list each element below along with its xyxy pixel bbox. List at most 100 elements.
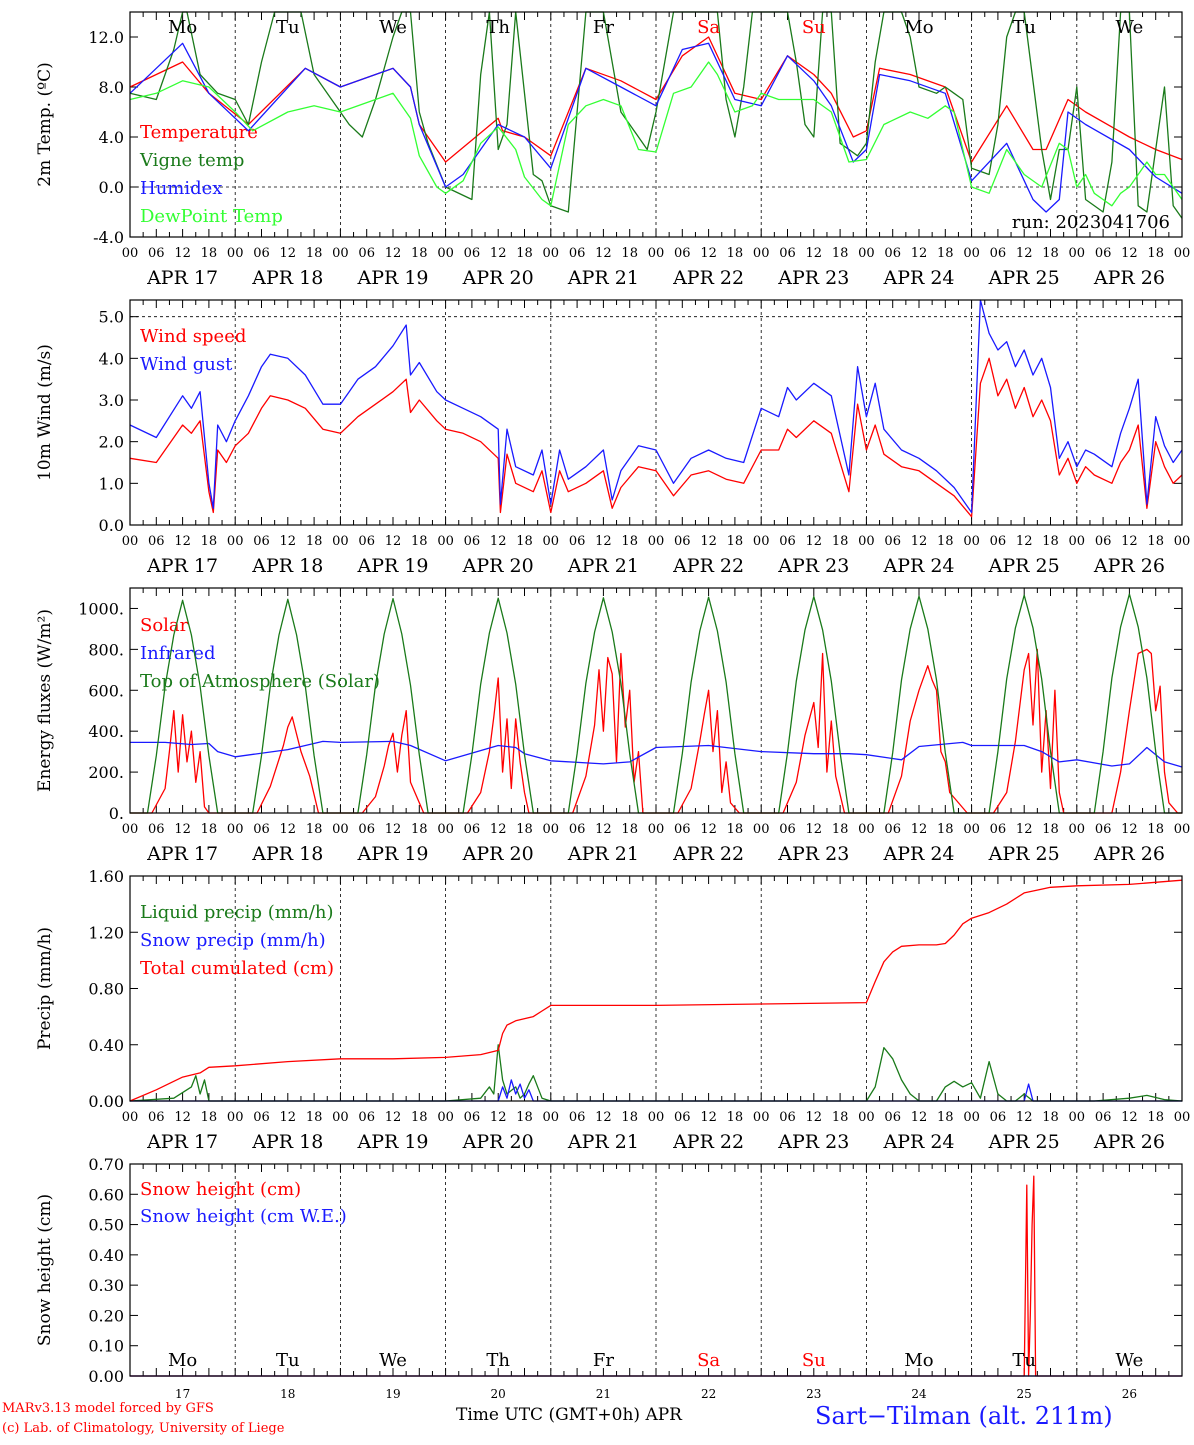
hour-tick-label: 00: [1069, 246, 1086, 261]
hour-tick-label: 06: [884, 534, 901, 549]
weekday-label-bottom: Th: [486, 1350, 510, 1371]
station-label: Sart−Tilman (alt. 211m): [815, 1402, 1113, 1430]
hour-tick-label: 18: [1147, 534, 1164, 549]
hour-tick-label: 06: [779, 822, 796, 837]
legend-entry: Wind speed: [140, 326, 246, 347]
hour-tick-label: 18: [621, 246, 638, 261]
hour-tick-label: 00: [963, 822, 980, 837]
hour-tick-label: 12: [806, 822, 823, 837]
hour-tick-label: 12: [174, 822, 191, 837]
day-label: APR 19: [356, 267, 428, 289]
hour-tick-label: 18: [1042, 822, 1059, 837]
day-label: APR 17: [146, 843, 218, 865]
hour-tick-label: 00: [1069, 534, 1086, 549]
day-number-label: 26: [1122, 1387, 1137, 1401]
hour-tick-label: 00: [1174, 246, 1191, 261]
legend-entry: Humidex: [140, 178, 222, 199]
y-tick-label: 2.0: [99, 433, 124, 452]
hour-tick-label: 18: [201, 1110, 218, 1125]
hour-tick-label: 18: [1042, 1110, 1059, 1125]
hour-tick-label: 18: [832, 1110, 849, 1125]
y-tick-label: 200.: [88, 763, 124, 782]
hour-tick-label: 06: [884, 822, 901, 837]
hour-tick-label: 18: [516, 822, 533, 837]
y-tick-label: 3.0: [99, 391, 124, 410]
day-label: APR 24: [882, 555, 954, 577]
hour-tick-label: 12: [174, 246, 191, 261]
hour-tick-label: 12: [911, 1110, 928, 1125]
day-label: APR 23: [777, 843, 849, 865]
hour-tick-label: 00: [332, 246, 349, 261]
weekday-label-bottom: Su: [802, 1350, 826, 1371]
model-credit: MARv3.13 model forced by GFS: [2, 1401, 214, 1416]
hour-tick-label: 12: [1121, 822, 1138, 837]
hour-tick-label: 06: [569, 822, 586, 837]
day-label: APR 25: [988, 555, 1060, 577]
day-label: APR 18: [251, 555, 323, 577]
hour-tick-label: 06: [464, 246, 481, 261]
series-line-vigne-temp: [129, 11, 1183, 219]
hour-tick-label: 18: [937, 822, 954, 837]
hour-tick-label: 06: [569, 534, 586, 549]
hour-tick-label: 00: [122, 246, 139, 261]
y-tick-label: 0.30: [88, 1276, 124, 1295]
hour-tick-label: 18: [306, 1110, 323, 1125]
y-tick-label: 0.00: [88, 1092, 124, 1111]
series-line-infrared: [130, 740, 1183, 768]
hour-tick-label: 12: [700, 822, 717, 837]
hour-tick-label: 06: [990, 246, 1007, 261]
y-tick-label: 4.0: [99, 128, 124, 147]
hour-tick-label: 06: [358, 246, 375, 261]
day-label: APR 18: [251, 1131, 323, 1153]
hour-tick-label: 06: [674, 1110, 691, 1125]
hour-tick-label: 12: [595, 1110, 612, 1125]
y-axis-label: Energy fluxes (W/m²): [35, 609, 55, 792]
legend-entry: Snow height (cm): [140, 1179, 301, 1200]
day-number-label: 24: [911, 1387, 927, 1401]
day-label: APR 22: [672, 1131, 744, 1153]
weekday-label-top: We: [379, 17, 407, 38]
hour-tick-label: 00: [1174, 534, 1191, 549]
hour-tick-label: 00: [753, 246, 770, 261]
day-label: APR 23: [777, 267, 849, 289]
hour-tick-label: 06: [884, 1110, 901, 1125]
hour-tick-label: 06: [779, 1110, 796, 1125]
hour-tick-label: 06: [253, 822, 270, 837]
hour-tick-label: 18: [516, 534, 533, 549]
panel-1: -4.0 0.0 4.0 8.0 12.0 2m Temp. (ºC) Temperatur…: [35, 11, 1191, 289]
hour-tick-label: 18: [937, 534, 954, 549]
hour-tick-label: 12: [280, 1110, 297, 1125]
day-label: APR 25: [988, 843, 1060, 865]
hour-tick-label: 06: [779, 246, 796, 261]
hour-tick-label: 06: [674, 246, 691, 261]
hour-tick-label: 12: [490, 534, 507, 549]
run-label: run: 2023041706: [1012, 212, 1170, 233]
hour-tick-label: 18: [1147, 822, 1164, 837]
hour-tick-label: 06: [358, 1110, 375, 1125]
day-label: APR 21: [567, 267, 639, 289]
hour-tick-label: 12: [1121, 534, 1138, 549]
day-label: APR 24: [882, 267, 954, 289]
panel-frame: [129, 587, 1183, 814]
day-number-label: 17: [175, 1387, 190, 1401]
hour-tick-label: 12: [700, 534, 717, 549]
hour-tick-label: 12: [806, 534, 823, 549]
hour-tick-label: 00: [1069, 1110, 1086, 1125]
day-number-label: 18: [280, 1387, 295, 1401]
day-label: APR 26: [1093, 843, 1165, 865]
hour-tick-label: 12: [700, 1110, 717, 1125]
y-tick-label: 12.0: [88, 28, 124, 47]
day-label: APR 20: [462, 843, 534, 865]
hour-tick-label: 12: [1016, 534, 1033, 549]
hour-tick-label: 00: [332, 1110, 349, 1125]
y-axis-label: 2m Temp. (ºC): [35, 62, 55, 187]
day-label: APR 20: [462, 267, 534, 289]
hour-tick-label: 06: [464, 822, 481, 837]
series-line-total-cumulated-cm-: [129, 879, 1183, 1102]
day-label: APR 25: [988, 1131, 1060, 1153]
hour-tick-label: 06: [990, 1110, 1007, 1125]
y-tick-label: 1000.: [78, 599, 124, 618]
hour-tick-label: 12: [385, 822, 402, 837]
legend-entry: Top of Atmosphere (Solar): [140, 671, 380, 692]
